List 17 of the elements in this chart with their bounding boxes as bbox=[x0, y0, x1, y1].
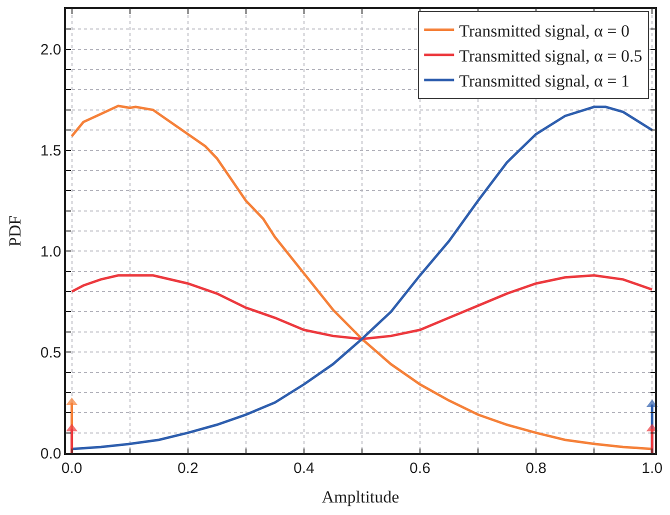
legend-label: Transmitted signal, α = 0.5 bbox=[459, 46, 642, 66]
y-tick-label: 0.5 bbox=[40, 344, 62, 362]
x-tick-label: 0.2 bbox=[177, 460, 198, 477]
x-tick-label: 0.6 bbox=[410, 460, 430, 477]
y-tick-label: 2.0 bbox=[40, 42, 62, 59]
x-axis-title: Ampltitude bbox=[322, 488, 400, 507]
x-tick-label: 0.4 bbox=[293, 460, 314, 477]
y-tick-label: 1.0 bbox=[40, 243, 62, 260]
x-tick-label: 0.0 bbox=[61, 460, 82, 477]
line-series bbox=[70, 274, 654, 340]
x-tick-label: 0.8 bbox=[526, 460, 546, 477]
x-tick-label: 1.0 bbox=[642, 460, 663, 477]
legend-label: Transmitted signal, α = 1 bbox=[459, 72, 630, 91]
y-tick-label: 1.5 bbox=[40, 142, 62, 160]
y-axis-title: PDF bbox=[5, 215, 24, 247]
y-tick-label: 0.0 bbox=[40, 445, 62, 462]
legend-label: Transmitted signal, α = 0 bbox=[459, 21, 630, 40]
